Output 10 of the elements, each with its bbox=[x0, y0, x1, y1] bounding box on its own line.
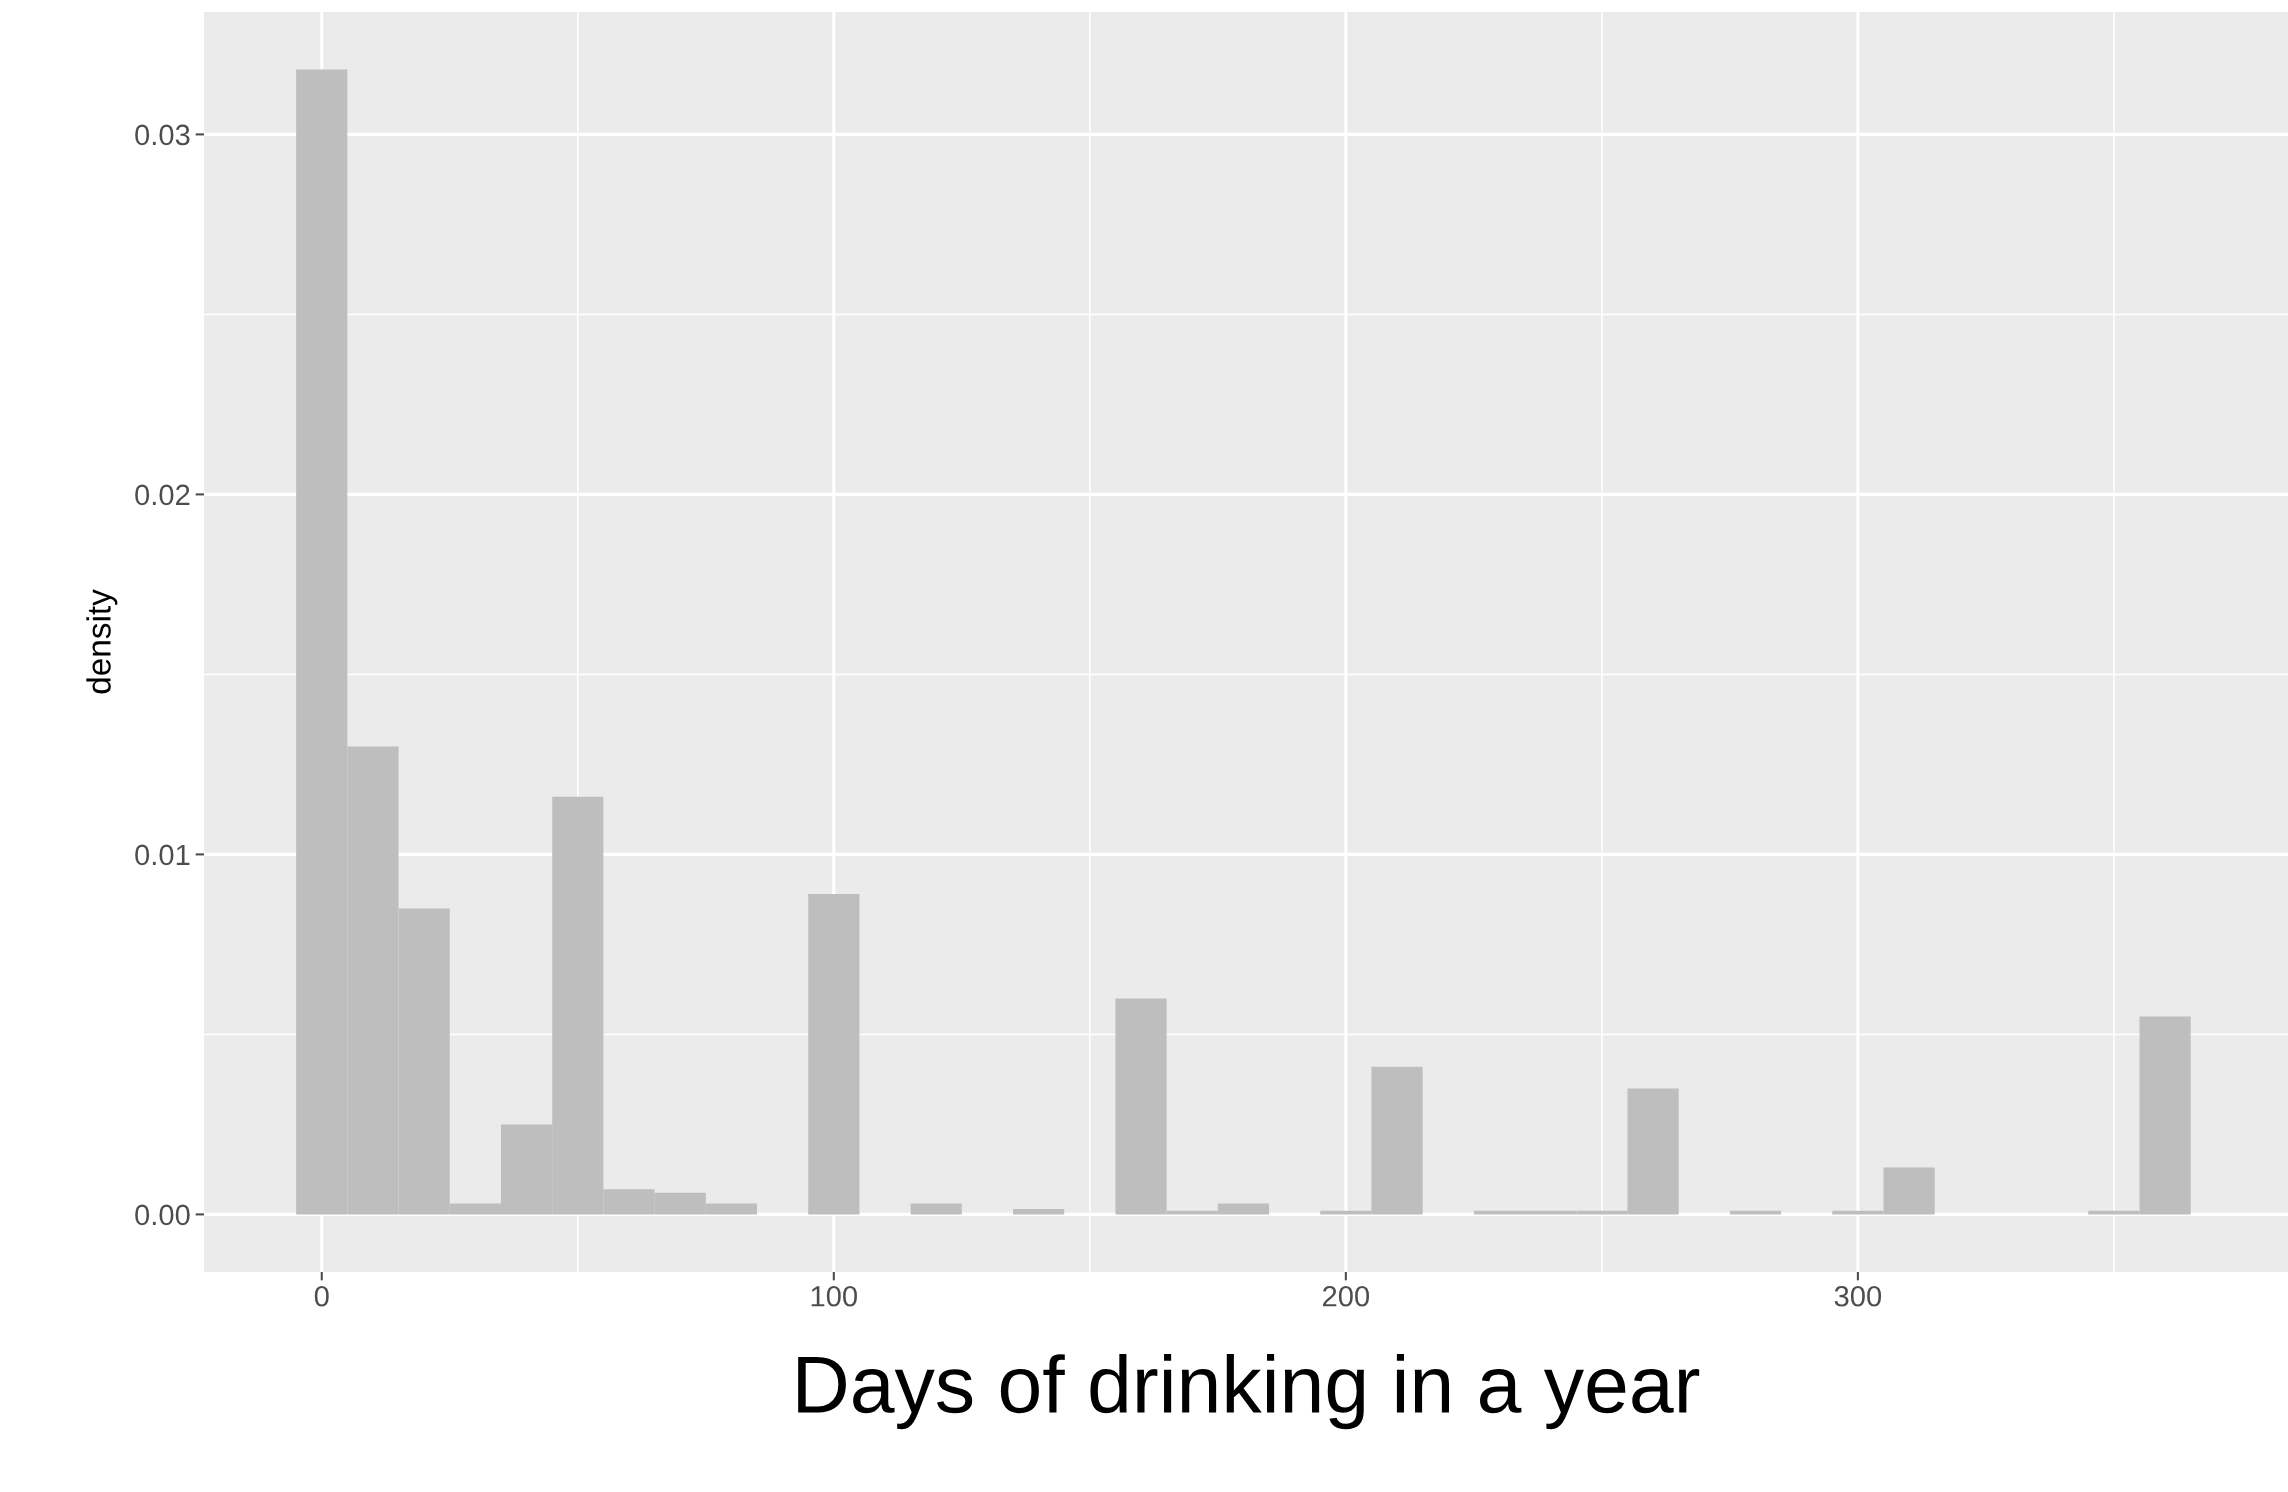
y-tick-label: 0.02 bbox=[135, 484, 190, 506]
x-tick-label: 300 bbox=[1834, 1285, 1882, 1307]
y-tick-label: 0.03 bbox=[135, 124, 190, 146]
x-tick-label: 100 bbox=[811, 1285, 857, 1307]
y-tick-label: 0.01 bbox=[135, 844, 190, 866]
x-axis-title: Days of drinking in a year bbox=[798, 1354, 1700, 1430]
y-axis-title: density bbox=[86, 589, 118, 694]
x-tick-label: 0 bbox=[314, 1285, 329, 1307]
y-tick-label: 0.00 bbox=[135, 1204, 190, 1226]
x-tick-label: 200 bbox=[1322, 1285, 1370, 1307]
